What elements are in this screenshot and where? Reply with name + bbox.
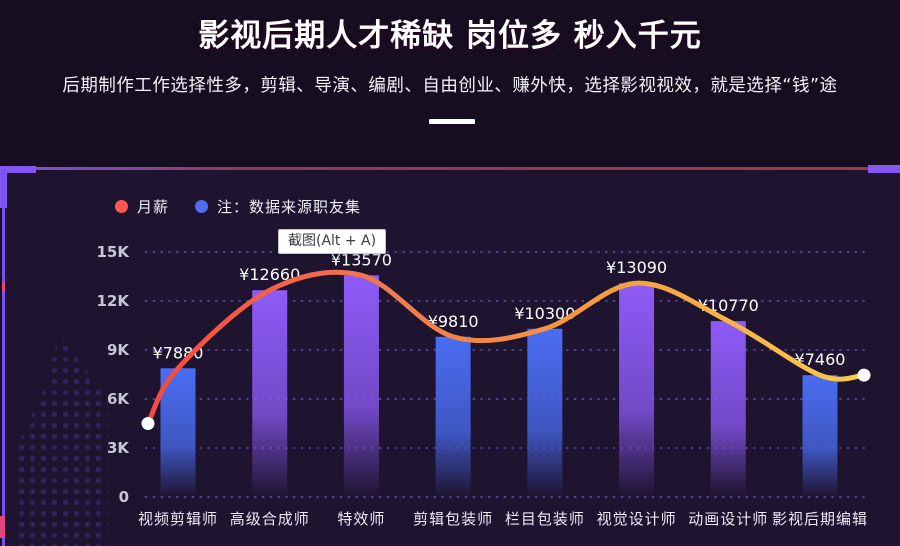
salary-trend-line bbox=[145, 269, 867, 426]
title-divider-dash bbox=[429, 119, 475, 124]
x-axis-category-label: 剪辑包装师 bbox=[413, 510, 493, 528]
bar-value-label: ¥13570 bbox=[331, 250, 392, 269]
legend-label-note: 注：数据来源职友集 bbox=[217, 198, 362, 216]
page-subtitle: 后期制作工作选择性多，剪辑、导演、编剧、自由创业、赚外快，选择影视视效，就是选择… bbox=[62, 76, 838, 96]
chart-legend: 月薪 注：数据来源职友集 bbox=[115, 196, 361, 217]
x-axis-category-label: 特效师 bbox=[337, 510, 385, 528]
x-axis-category-label: 影视后期编辑 bbox=[772, 510, 868, 528]
panel-corner-accent-top-left bbox=[0, 166, 36, 173]
panel-left-pink-accent-bottom bbox=[0, 516, 5, 538]
screenshot-tool-tooltip: 截图(Alt + A) bbox=[278, 229, 387, 254]
salary-bar bbox=[527, 328, 563, 497]
x-axis-category-label: 视频剪辑师 bbox=[138, 510, 218, 528]
salary-bar bbox=[252, 290, 288, 497]
salary-bar bbox=[710, 321, 746, 497]
x-axis-category-label: 高级合成师 bbox=[230, 510, 310, 528]
legend-dot-salary bbox=[115, 200, 128, 213]
bar-value-label: ¥7460 bbox=[795, 350, 846, 369]
page-title: 影视后期人才稀缺 岗位多 秒入千元 bbox=[198, 18, 702, 54]
legend-item-salary: 月薪 bbox=[115, 196, 169, 217]
salary-bar bbox=[619, 283, 655, 497]
x-axis-category-label: 动画设计师 bbox=[688, 510, 768, 528]
line-endpoint-dot bbox=[141, 417, 155, 430]
panel-top-border bbox=[36, 167, 868, 170]
legend-label-salary: 月薪 bbox=[137, 198, 170, 216]
salary-bar bbox=[435, 336, 471, 497]
salary-bar bbox=[160, 368, 196, 497]
panel-left-pink-accent bbox=[2, 282, 5, 292]
y-axis-tick-label: 9K bbox=[107, 341, 130, 359]
y-axis-tick-label: 12K bbox=[97, 292, 131, 310]
panel-left-border bbox=[2, 170, 5, 546]
y-axis-tick-label: 3K bbox=[107, 439, 130, 457]
y-axis-tick-label: 15K bbox=[97, 243, 131, 261]
panel-corner-accent-top-right bbox=[868, 165, 900, 173]
x-axis-category-label: 栏目包装师 bbox=[505, 510, 585, 528]
y-axis-tick-label: 6K bbox=[107, 390, 130, 408]
bar-value-label: ¥12660 bbox=[239, 265, 300, 284]
y-axis-tick-label: 0 bbox=[119, 488, 129, 506]
bar-value-label: ¥9810 bbox=[428, 312, 479, 331]
line-endpoint-dot bbox=[857, 368, 871, 382]
salary-bar bbox=[343, 275, 379, 497]
legend-dot-note bbox=[195, 200, 209, 213]
legend-item-note: 注：数据来源职友集 bbox=[195, 196, 361, 217]
salary-bar bbox=[802, 375, 838, 497]
x-axis-category-label: 视觉设计师 bbox=[597, 510, 677, 528]
bar-value-label: ¥13090 bbox=[606, 258, 667, 277]
bar-value-label: ¥10300 bbox=[514, 304, 575, 323]
